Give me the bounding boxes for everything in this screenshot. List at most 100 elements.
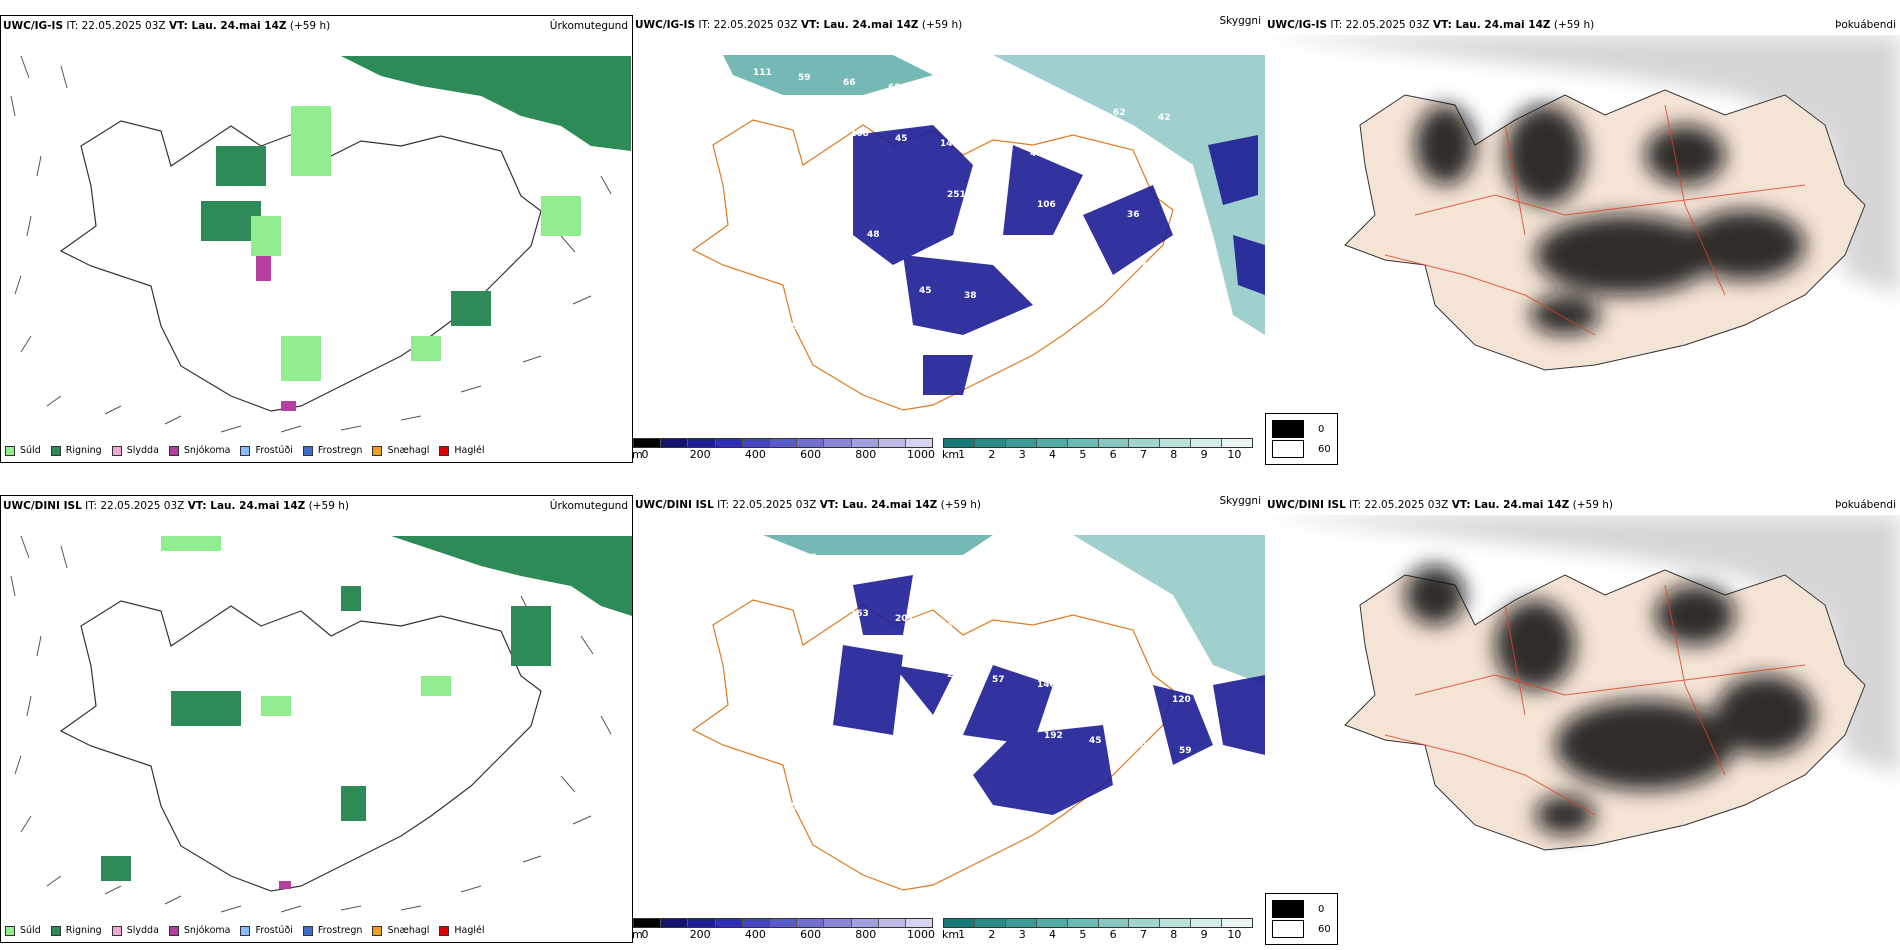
visibility-value-label: 163 xyxy=(850,609,869,619)
panel-title: UWC/DINI ISL IT: 22.05.2025 03Z VT: Lau.… xyxy=(1267,499,1613,511)
visibility-value-label: 114 xyxy=(829,756,848,766)
visibility-value-label: 16 xyxy=(874,281,887,291)
visibility-value-label: 192 xyxy=(1044,731,1063,741)
legend-label: Frostregn xyxy=(317,925,363,936)
legend-swatch xyxy=(302,445,313,456)
colorbar-step xyxy=(851,919,879,927)
visibility-value-label: 177 xyxy=(1141,792,1160,802)
colorbar-step xyxy=(634,439,662,447)
visibility-colorbar: km 1 2 3 4 5 6 7 8 9 10 xyxy=(942,438,1253,462)
colorbar-step xyxy=(797,439,825,447)
colorbar-tick: 3 xyxy=(1018,928,1026,941)
fog-legend: 0 60 xyxy=(1265,893,1338,945)
colorbar-step xyxy=(824,439,852,447)
colorbar-tick: 2 xyxy=(988,928,996,941)
panel-title: UWC/IG-IS IT: 22.05.2025 03Z VT: Lau. 24… xyxy=(1267,19,1595,31)
precip-legend-item: Snæhagl xyxy=(372,925,429,936)
legend-swatch xyxy=(240,925,251,936)
colorbar-tick: 1 xyxy=(958,448,966,461)
colorbar-step xyxy=(688,919,716,927)
fog-legend-swatch xyxy=(1272,900,1304,918)
colorbar-tick: 1000 xyxy=(907,928,935,941)
legend-swatch xyxy=(50,445,61,456)
precip-legend-item: Súld xyxy=(5,445,41,456)
visibility-value-label: 68 xyxy=(888,83,901,93)
precip-legend-item: Rigning xyxy=(50,925,102,936)
colorbar-step xyxy=(1067,439,1099,447)
colorbar-step xyxy=(661,439,689,447)
legend-label: Haglél xyxy=(454,445,485,456)
colorbar-tick: 5 xyxy=(1079,928,1087,941)
visibility-value-label: 140 xyxy=(1037,680,1056,690)
visibility-value-label: 77 xyxy=(1134,261,1147,271)
colorbar-step xyxy=(878,439,906,447)
colorbar-tick: 10 xyxy=(1227,448,1242,461)
precip-legend-item: Snæhagl xyxy=(372,445,429,456)
visibility-panel-bottom: UWC/DINI ISL IT: 22.05.2025 03Z VT: Lau.… xyxy=(632,495,1265,943)
precip-legend-item: Súld xyxy=(5,925,41,936)
visibility-value-label: 52 xyxy=(770,169,783,179)
legend-label: Snæhagl xyxy=(387,445,430,456)
panel-type-label: Úrkomutegund xyxy=(549,20,628,32)
visibility-value-label: 55 xyxy=(843,558,856,568)
visibility-value-label: 219 xyxy=(1172,215,1191,225)
legend-label: Frostregn xyxy=(317,445,363,456)
legend-label: Rigning xyxy=(65,925,102,936)
colorbar-step xyxy=(715,439,743,447)
colorbar-tick: 6 xyxy=(1109,448,1117,461)
snow-areas xyxy=(256,256,296,411)
visibility-value-label: 36 xyxy=(1127,210,1140,220)
precip-type-map xyxy=(10,535,632,913)
panel-title: UWC/IG-IS IT: 22.05.2025 03Z VT: Lau. 24… xyxy=(635,19,963,31)
precip-legend-item: Haglél xyxy=(439,925,485,936)
precip-legend-item: Frostregn xyxy=(302,925,363,936)
visibility-value-label: 160 xyxy=(822,225,841,235)
visibility-value-label: 95 xyxy=(1075,634,1088,644)
visibility-value-label: 63 xyxy=(777,220,790,230)
colorbar-tick: 800 xyxy=(855,928,877,941)
colorbar-step xyxy=(905,919,933,927)
visibility-map: 111 168 251 106 97 59 45 42 50 47 66 143 106 77 88 68 49… xyxy=(691,55,1265,411)
visibility-value-label: 42 xyxy=(992,195,1005,205)
visibility-value-label: 143 xyxy=(940,139,959,149)
legend-label: Rigning xyxy=(65,445,102,456)
drizzle-areas xyxy=(251,106,581,381)
legend-swatch xyxy=(302,925,313,936)
visibility-value-label: 79 xyxy=(933,88,946,98)
visibility-value-label: 106 xyxy=(1044,251,1063,261)
colorbar-tick: 400 xyxy=(744,448,766,461)
colorbar-step xyxy=(688,439,716,447)
visibility-value-label: 126 xyxy=(1082,685,1101,695)
legend-swatch xyxy=(50,925,61,936)
colorbar-step xyxy=(1098,439,1130,447)
visibility-value-label: 42 xyxy=(1068,583,1081,593)
visibility-value-label: 283 xyxy=(971,342,990,352)
precip-legend: Súld Rigning Slydda Snjókoma Frostúði Frostre… xyxy=(5,925,485,936)
height-colorbar: m 0 200 400 600 800 1000 xyxy=(632,918,935,942)
colorbar-tick: 600 xyxy=(800,448,822,461)
visibility-value-label: 50 xyxy=(926,817,939,827)
fog-panel-bottom: UWC/DINI ISL IT: 22.05.2025 03Z VT: Lau.… xyxy=(1265,495,1900,945)
visibility-value-label: 47 xyxy=(1186,317,1199,327)
colorbar-tick: 9 xyxy=(1200,928,1208,941)
visibility-value-label: 42 xyxy=(881,332,894,342)
legend-swatch xyxy=(240,445,251,456)
legend-swatch xyxy=(111,445,122,456)
colorbar-unit: km xyxy=(942,448,960,461)
visibility-value-label: 170 xyxy=(836,327,855,337)
fog-legend-label: 60 xyxy=(1318,923,1331,935)
colorbar-tick: 800 xyxy=(855,448,877,461)
visibility-value-label: 98 xyxy=(1068,103,1081,113)
visibility-labels: 167 163 281 192 177 263 201 57 45 78 55 92 140 60 56 75… xyxy=(753,548,1199,832)
visibility-value-label: 45 xyxy=(895,134,908,144)
visibility-value-label: 37 xyxy=(1030,629,1043,639)
visibility-value-label: 97 xyxy=(1141,312,1154,322)
precip-legend-item: Slydda xyxy=(111,445,159,456)
fog-legend-swatch xyxy=(1272,920,1304,938)
visibility-value-label: 251 xyxy=(947,190,966,200)
colorbar-step xyxy=(944,919,975,927)
visibility-value-label: 139 xyxy=(978,573,997,583)
legend-swatch xyxy=(372,925,383,936)
visibility-value-label: 42 xyxy=(1158,113,1171,123)
precip-type-panel-bottom: UWC/DINI ISL IT: 22.05.2025 03Z VT: Lau.… xyxy=(0,495,633,943)
